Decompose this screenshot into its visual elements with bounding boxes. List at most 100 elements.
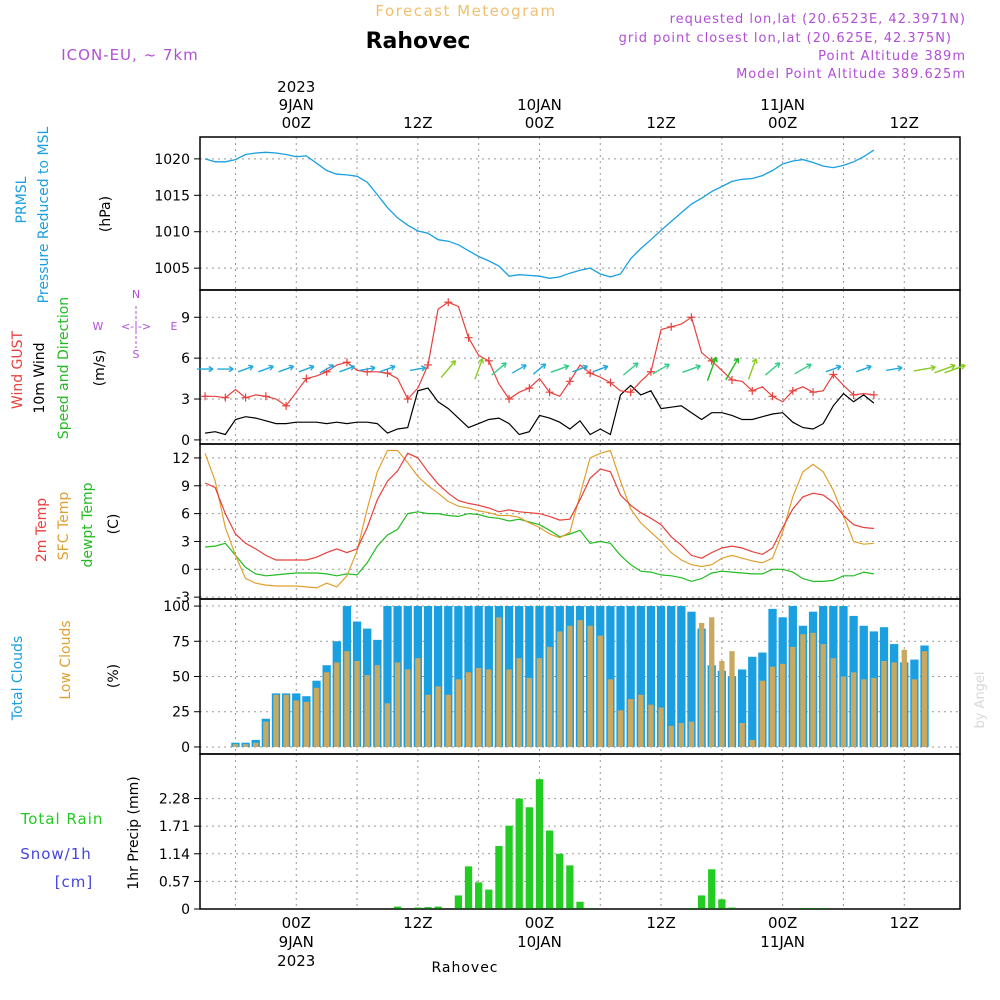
low-cloud-bar bbox=[526, 677, 532, 747]
low-cloud-bar bbox=[263, 721, 269, 747]
low-cloud-bar bbox=[800, 634, 806, 747]
sfc-temp-line bbox=[204, 449, 874, 589]
temp-2m-line bbox=[204, 452, 874, 561]
wind-direction-arrow bbox=[491, 362, 507, 376]
top-tick-date: 9JAN bbox=[279, 96, 314, 114]
wind-direction-label: Speed and Direction bbox=[56, 297, 72, 439]
gust-marker bbox=[241, 393, 250, 402]
wind-arrow-head bbox=[420, 365, 427, 372]
rain-bar bbox=[525, 807, 533, 909]
rain-bar bbox=[475, 882, 483, 909]
wind-arrow-head bbox=[268, 364, 274, 371]
low-cloud-bar bbox=[810, 632, 816, 747]
bottom-tick-label: 12Z bbox=[890, 914, 919, 932]
bottom-tick-label: 00Z bbox=[768, 914, 797, 932]
wind-arrow-head bbox=[897, 365, 903, 372]
gust-marker bbox=[586, 369, 595, 378]
wind-arrow-head bbox=[228, 365, 234, 373]
wind-gust-line bbox=[205, 301, 874, 407]
wind-direction-arrow bbox=[572, 365, 588, 373]
wind-arrow-head bbox=[774, 362, 781, 368]
snow-label: Snow/1h bbox=[20, 845, 92, 863]
low-cloud-bar bbox=[759, 680, 766, 747]
gust-marker bbox=[667, 322, 676, 331]
wind-arrow-head bbox=[835, 364, 842, 371]
low-cloud-bar bbox=[749, 739, 755, 747]
rain-bar bbox=[708, 869, 716, 909]
wind-arrow-head bbox=[208, 365, 214, 373]
low-cloud-bar bbox=[324, 672, 330, 747]
gust-marker bbox=[484, 356, 493, 365]
low-cloud-bar bbox=[638, 694, 644, 747]
wind-speed-line bbox=[205, 384, 875, 436]
low-cloud-bar bbox=[546, 646, 553, 747]
low-cloud-bar bbox=[283, 694, 289, 747]
low-cloud-bar bbox=[273, 694, 279, 747]
total-cloud-bar bbox=[667, 606, 676, 747]
gust-marker bbox=[869, 390, 878, 399]
wind-arrow-head bbox=[248, 364, 254, 371]
y-tick-label: 25 bbox=[172, 705, 190, 721]
forecast-title: Forecast Meteogram bbox=[375, 2, 556, 20]
low-cloud-bar bbox=[729, 651, 735, 747]
low-cloud-bar bbox=[567, 625, 573, 747]
low-cloud-bar bbox=[435, 686, 441, 747]
wind-arrow-head bbox=[478, 358, 485, 364]
low-cloud-bar bbox=[769, 666, 776, 747]
low-cloud-bar bbox=[709, 617, 715, 747]
gust-marker bbox=[788, 386, 797, 395]
gust-marker bbox=[525, 384, 534, 393]
wind-direction-arrow bbox=[747, 358, 757, 380]
model-altitude: Model Point Altitude 389.625m bbox=[736, 67, 966, 82]
y-tick-label: 0 bbox=[181, 740, 190, 756]
total-cloud-bar bbox=[383, 606, 392, 747]
bottom-tick-label: 00Z bbox=[525, 914, 554, 932]
wind-arrow-head bbox=[751, 358, 758, 364]
requested-coords: requested lon,lat (20.6523E, 42.3971N) bbox=[670, 12, 966, 27]
low-cloud-bar bbox=[405, 669, 411, 747]
top-tick-year: 2023 bbox=[277, 78, 315, 96]
top-tick-label: 00Z bbox=[282, 114, 311, 132]
top-tick-date: 11JAN bbox=[760, 96, 805, 114]
bottom-tick-label: 12Z bbox=[646, 914, 675, 932]
gust-marker bbox=[403, 395, 412, 404]
wind-arrow-head bbox=[288, 364, 295, 371]
gust-marker bbox=[849, 390, 858, 399]
total-cloud-bar bbox=[737, 669, 747, 747]
wind-arrow-head bbox=[563, 364, 570, 371]
gust-marker bbox=[687, 313, 696, 322]
panel-frame bbox=[199, 753, 961, 910]
y-tick-label: 1005 bbox=[154, 261, 190, 277]
dewpt-temp-line bbox=[205, 511, 875, 583]
wind-arrow-head bbox=[930, 364, 936, 371]
low-cloud-bar bbox=[557, 631, 563, 747]
total-cloud-bar bbox=[677, 606, 686, 747]
pressure-label-1: PRMSL bbox=[14, 176, 30, 223]
wind-arrow-head bbox=[389, 364, 396, 371]
gust-marker bbox=[646, 367, 655, 376]
low-cloud-bar bbox=[313, 687, 320, 747]
low-cloud-bar bbox=[344, 651, 350, 747]
rain-bar bbox=[545, 830, 554, 909]
low-cloud-bar bbox=[648, 704, 654, 747]
total-clouds-label: Total Clouds bbox=[10, 636, 26, 721]
top-tick-label: 12Z bbox=[403, 114, 432, 132]
wind-arrow-head bbox=[866, 364, 872, 371]
temp-2m-label: 2m Temp bbox=[34, 498, 50, 562]
low-cloud-bar bbox=[850, 672, 857, 747]
low-clouds-label: Low Clouds bbox=[58, 620, 74, 699]
gust-marker bbox=[261, 392, 270, 401]
y-tick-label: 1015 bbox=[154, 188, 190, 204]
grid-point-coords: grid point closest lon,lat (20.625E, 42.… bbox=[619, 31, 952, 46]
low-cloud-bar bbox=[486, 669, 492, 747]
wind-direction-arrow bbox=[764, 362, 781, 376]
wind-direction-arrow bbox=[339, 365, 355, 373]
low-cloud-bar bbox=[374, 665, 380, 747]
low-cloud-bar bbox=[455, 679, 462, 747]
wind-arrow-head bbox=[349, 364, 355, 371]
y-tick-label: 9 bbox=[181, 479, 190, 495]
bottom-tick-year: 2023 bbox=[277, 952, 315, 970]
gust-marker bbox=[464, 333, 473, 342]
wind-arrow-head bbox=[733, 357, 740, 364]
